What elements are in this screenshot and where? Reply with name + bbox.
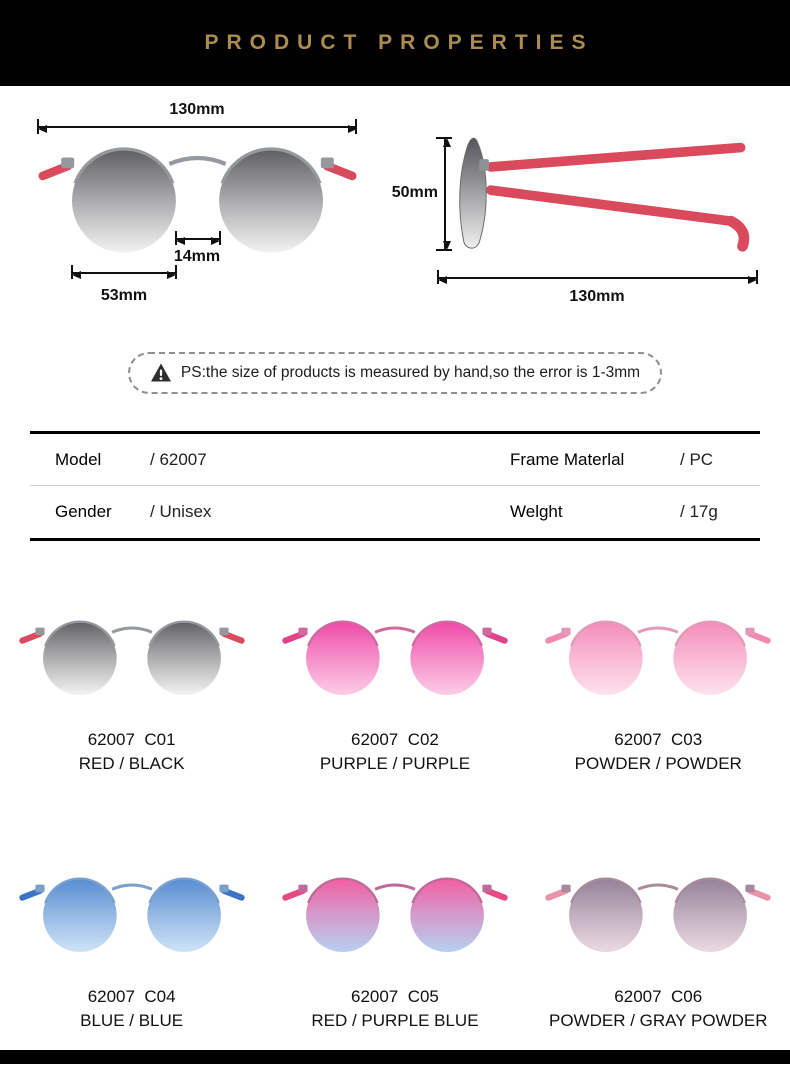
lens-height-arrow — [443, 138, 451, 250]
side-diagram-glasses — [452, 134, 762, 255]
sunglasses-front-graphic — [18, 620, 245, 696]
front-diagram-glasses — [35, 138, 360, 257]
sunglasses-image — [280, 859, 510, 967]
sunglasses-image — [543, 859, 773, 967]
sunglasses-image — [17, 859, 247, 967]
spec-label-model: Model — [55, 449, 102, 469]
sunglasses-front-graphic — [18, 877, 245, 953]
variant-code: 62007 C02 — [350, 730, 439, 749]
footer-bar — [0, 1050, 790, 1064]
temple-length-arrow — [438, 276, 757, 284]
arrow-tick — [355, 119, 357, 134]
sunglasses-front-graphic — [282, 877, 508, 953]
variant-code: 62007 C03 — [614, 730, 703, 749]
spec-label-gender: Gender — [55, 502, 112, 521]
variant-name: POWDER / GRAY POWDER — [548, 1011, 768, 1030]
temple-length-label: 130mm — [569, 288, 625, 305]
sunglasses-front-graphic — [38, 147, 357, 253]
spec-value-frame-material: / PC — [680, 449, 714, 469]
arrow-tick — [37, 119, 39, 134]
variant-code: 62007 C04 — [87, 987, 176, 1006]
variant-code: 62007 C06 — [614, 987, 703, 1006]
frame-width-label: 130mm — [169, 101, 225, 118]
arrow-tick — [437, 270, 439, 284]
arrow-tick — [219, 231, 221, 245]
frame-width-arrow — [38, 125, 357, 133]
variant-name: BLUE / BLUE — [80, 1011, 184, 1030]
arrow-tick — [436, 249, 452, 251]
size-note-text: PS:the size of products is measured by h… — [180, 364, 641, 381]
warning-icon — [150, 362, 172, 384]
arrow-tick — [175, 231, 177, 245]
spec-row: Model / 62007 Frame Materlal / PC — [30, 434, 760, 486]
header-bar: PRODUCT PROPERTIES — [0, 0, 790, 86]
variant-card: 62007 C01 RED / BLACK — [0, 578, 263, 835]
arrow-tick — [71, 265, 73, 279]
lens-width-arrow — [72, 271, 176, 279]
sunglasses-image — [280, 602, 510, 710]
variant-code: 62007 C05 — [350, 987, 439, 1006]
variant-code: 62007 C01 — [87, 730, 176, 749]
spec-label-weight: Welght — [510, 502, 563, 521]
variant-card: 62007 C05 RED / PURPLE BLUE — [263, 835, 526, 1092]
spec-table: Model / 62007 Frame Materlal / PC Gender… — [30, 431, 760, 541]
variant-grid: 62007 C01 RED / BLACK 62007 C02 PURPLE /… — [0, 578, 790, 1050]
size-note: PS:the size of products is measured by h… — [128, 352, 662, 394]
spec-label-frame-material: Frame Materlal — [510, 449, 625, 469]
arrow-tick — [756, 270, 758, 284]
sunglasses-side-graphic — [459, 137, 750, 252]
arrow-tick — [175, 265, 177, 279]
spec-value-gender: / Unisex — [150, 502, 212, 521]
lens-width-label: 53mm — [100, 287, 148, 304]
bridge-width-label: 14mm — [173, 248, 221, 265]
sunglasses-front-graphic — [282, 620, 508, 696]
spec-value-weight: / 17g — [680, 502, 718, 521]
sunglasses-front-graphic — [545, 877, 771, 953]
variant-card: 62007 C06 POWDER / GRAY POWDER — [527, 835, 790, 1092]
sunglasses-front-graphic — [545, 620, 771, 696]
sunglasses-image — [543, 602, 773, 710]
lens-height-label: 50mm — [391, 184, 438, 201]
variant-card: 62007 C03 POWDER / POWDER — [527, 578, 790, 835]
spec-row: Gender / Unisex Welght / 17g — [30, 486, 760, 538]
spec-value-model: / 62007 — [150, 449, 207, 469]
variant-card: 62007 C02 PURPLE / PURPLE — [263, 578, 526, 835]
sunglasses-image — [17, 602, 247, 710]
variant-name: RED / PURPLE BLUE — [311, 1011, 479, 1030]
page-title: PRODUCT PROPERTIES — [204, 31, 594, 54]
variant-name: PURPLE / PURPLE — [319, 754, 471, 773]
variant-card: 62007 C04 BLUE / BLUE — [0, 835, 263, 1092]
variant-name: POWDER / POWDER — [574, 754, 742, 773]
arrow-tick — [436, 137, 452, 139]
variant-name: RED / BLACK — [78, 754, 185, 773]
bridge-width-arrow — [176, 237, 220, 245]
